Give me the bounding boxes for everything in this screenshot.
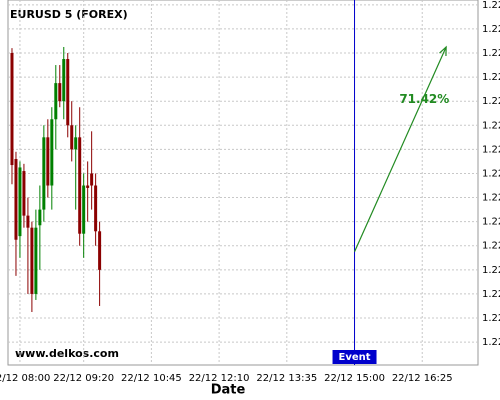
candle-body [18, 167, 22, 237]
y-tick-label: 1.2218 [482, 144, 500, 155]
x-tick-label: 22/12 12:10 [189, 373, 250, 384]
candle-body [54, 83, 58, 120]
y-tick-label: 1.2226 [482, 48, 500, 59]
y-tick-label: 1.2224 [482, 72, 500, 83]
candle-body [70, 125, 74, 150]
candle-body [86, 185, 90, 188]
candle-body [30, 227, 34, 294]
candle-body [14, 159, 18, 240]
candle-body [78, 137, 82, 234]
candle-body [42, 137, 46, 210]
watermark: www.delkos.com [15, 347, 119, 360]
y-tick-label: 1.2202 [482, 337, 500, 348]
x-axis-label: Date [211, 383, 246, 398]
y-tick-label: 1.2212 [482, 217, 500, 228]
y-tick-label: 1.2216 [482, 168, 500, 179]
projection-arrow [353, 46, 447, 253]
event-label: Event [339, 352, 371, 363]
x-tick-label: 22/12 10:45 [121, 373, 182, 384]
candle-body [26, 215, 30, 228]
projection-label: 71.42% [399, 92, 449, 106]
y-tick-label: 1.2204 [482, 313, 500, 324]
arrow-head [439, 45, 447, 56]
candle-body [34, 227, 38, 294]
candle-body [22, 171, 26, 216]
candle-body [38, 209, 42, 226]
candle-body [98, 231, 102, 270]
y-tick-label: 1.2208 [482, 265, 500, 276]
candle-body [90, 173, 94, 186]
chart-title: EURUSD 5 (FOREX) [10, 8, 128, 21]
candle-body [74, 137, 78, 150]
x-tick-label: 22/12 16:25 [392, 373, 453, 384]
candle-body [94, 185, 98, 232]
x-tick-label: 22/12 15:00 [324, 373, 385, 384]
y-tick-label: 1.2210 [482, 241, 500, 252]
candle-body [10, 53, 14, 166]
y-tick-label: 1.2222 [482, 96, 500, 107]
candle-body [50, 119, 54, 186]
candle-body [66, 59, 70, 126]
plot-frame [7, 0, 479, 366]
y-tick-label: 1.2228 [482, 24, 500, 35]
x-tick-label: 22/12 13:35 [256, 373, 317, 384]
y-tick-label: 1.2220 [482, 120, 500, 131]
candle-body [62, 59, 66, 102]
y-tick-label: 1.2230 [482, 0, 500, 11]
candle-body [46, 137, 50, 186]
x-tick-label: 22/12 08:00 [0, 373, 50, 384]
y-tick-label: 1.2206 [482, 289, 500, 300]
candle-body [82, 185, 86, 234]
candle-body [58, 83, 62, 102]
y-tick-label: 1.2214 [482, 193, 500, 204]
x-tick-label: 22/12 09:20 [53, 373, 114, 384]
event-box [332, 350, 377, 364]
